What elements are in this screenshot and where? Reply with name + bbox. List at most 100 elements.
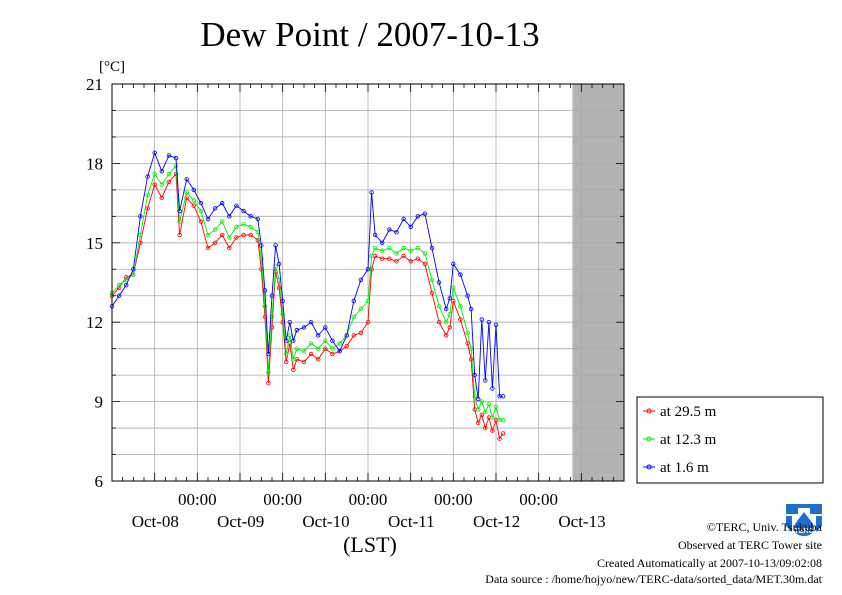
data-point (486, 402, 492, 407)
data-point (479, 317, 484, 322)
data-point (444, 306, 449, 312)
data-point (490, 428, 495, 433)
data-point (372, 232, 378, 238)
y-tick-label: 21 (86, 75, 103, 94)
data-point (394, 251, 399, 256)
observed-text: Observed at TERC Tower site (678, 538, 822, 552)
data-point (308, 351, 314, 357)
data-point (212, 227, 218, 232)
data-point (291, 367, 296, 372)
legend-label: at 1.6 m (660, 460, 709, 476)
data-point (380, 248, 385, 253)
data-point (280, 312, 285, 317)
data-point (490, 386, 495, 391)
data-point (259, 243, 264, 248)
data-point (262, 304, 268, 309)
data-point (493, 322, 499, 327)
data-point (191, 187, 196, 193)
data-point (468, 357, 474, 362)
data-point (337, 341, 342, 346)
legend-marker (646, 464, 652, 470)
x-tick-time: 00:00 (263, 490, 302, 509)
data-point (291, 338, 296, 343)
data-point (198, 200, 204, 206)
created-text: Created Automatically at 2007-10-13/09:0… (597, 556, 822, 570)
data-point (337, 349, 342, 354)
data-point (152, 182, 157, 187)
data-point (184, 190, 189, 195)
data-point (152, 171, 157, 177)
data-point (422, 211, 428, 216)
data-point (266, 351, 271, 357)
series-line (111, 164, 504, 421)
data-point (184, 195, 189, 200)
data-point (173, 155, 179, 161)
data-point (369, 190, 374, 195)
data-point (497, 436, 502, 441)
data-point (248, 232, 253, 238)
copyright-text: ©TERC, Univ. Tsukuba (707, 520, 823, 534)
terc-logo: TERC (784, 502, 824, 536)
data-point (227, 245, 232, 251)
data-point (479, 399, 484, 404)
data-point (177, 219, 182, 224)
data-point (294, 346, 300, 351)
data-point (476, 396, 481, 402)
data-point (291, 357, 296, 362)
data-point (273, 243, 278, 248)
logo-text: TERC (794, 528, 813, 535)
data-point (408, 259, 413, 264)
data-point (116, 293, 122, 298)
data-point (436, 280, 442, 285)
x-tick-time: 00:00 (349, 490, 388, 509)
data-point (166, 179, 172, 185)
data-point (483, 425, 488, 431)
data-point (444, 333, 449, 338)
y-tick-label: 9 (95, 393, 104, 412)
series-layer (109, 150, 506, 441)
x-tick-time: 00:00 (178, 490, 217, 509)
data-point (276, 285, 282, 290)
series-line (111, 151, 504, 400)
series-3 (109, 150, 506, 402)
x-axis-label: (LST) (343, 532, 397, 557)
data-point (476, 420, 481, 425)
data-point (387, 227, 392, 232)
legend-box (636, 396, 824, 484)
series-2 (109, 163, 506, 423)
data-point (422, 251, 428, 256)
data-point (159, 195, 164, 200)
x-tick-day: Oct-09 (217, 512, 264, 531)
data-point (365, 320, 371, 325)
data-point (351, 333, 356, 338)
data-point (330, 338, 335, 343)
data-point (344, 343, 349, 349)
data-point (344, 333, 349, 338)
data-point (479, 412, 484, 417)
data-point (294, 327, 300, 333)
data-point (351, 314, 356, 320)
data-point (451, 285, 456, 290)
data-point (465, 330, 470, 335)
data-point (323, 346, 328, 351)
data-point (255, 237, 260, 243)
data-point (227, 214, 232, 219)
data-point (234, 203, 239, 208)
data-point (269, 293, 275, 298)
data-point (205, 216, 211, 222)
data-point (219, 232, 225, 238)
data-point (500, 417, 506, 423)
data-point (284, 359, 289, 365)
legend-marker (646, 408, 652, 414)
data-point (429, 290, 435, 296)
data-point (483, 410, 488, 415)
data-source-text: Data source : /home/hojyo/new/TERC-data/… (485, 572, 822, 586)
data-point (269, 314, 275, 320)
data-point (358, 306, 364, 312)
data-point (330, 346, 335, 351)
data-point (234, 224, 239, 230)
data-point (436, 304, 442, 309)
data-point (401, 245, 406, 251)
data-point (276, 261, 282, 267)
data-point (323, 338, 328, 343)
